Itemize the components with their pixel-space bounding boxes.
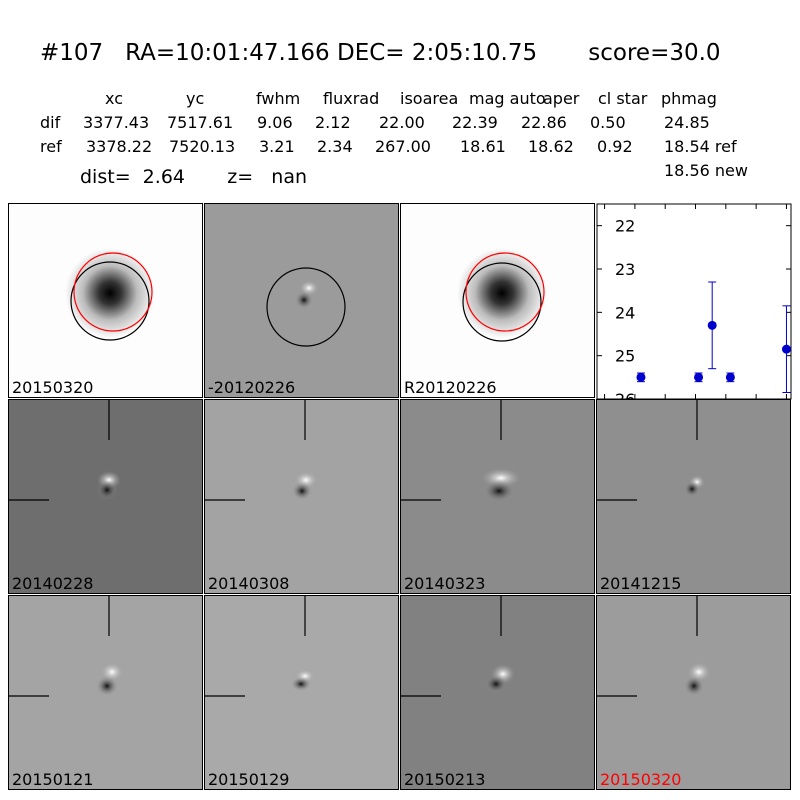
panel-epoch: 20140308 xyxy=(204,399,399,594)
panel-label: 20150320 xyxy=(600,770,682,789)
column-header: fluxrad xyxy=(323,89,380,108)
panel-new-image: 20150320 xyxy=(8,203,203,398)
data-point xyxy=(694,372,704,382)
plot-frame xyxy=(596,203,792,400)
data-point xyxy=(636,372,646,382)
column-header: isoarea xyxy=(400,89,459,108)
table-cell: 3.21 xyxy=(259,137,295,156)
panel-ref-image: R20120226 xyxy=(400,203,595,398)
data-point xyxy=(707,320,717,330)
panel-label: 20141215 xyxy=(600,574,682,593)
panel-label: 20140323 xyxy=(404,574,486,593)
table-cell: 0.50 xyxy=(590,113,626,132)
panel-epoch: 20150213 xyxy=(400,595,595,790)
distance-readout: dist= 2.64 z= nan xyxy=(80,166,308,188)
panel-epoch-current: 20150320 xyxy=(596,595,791,790)
stats-table: xc yc fwhm fluxrad isoarea mag auto aper cl sta… xyxy=(0,0,800,200)
y-tick-label: 25 xyxy=(615,347,635,366)
column-header: mag auto xyxy=(469,89,546,108)
column-header: xc xyxy=(105,89,123,108)
panel-epoch: 20140228 xyxy=(8,399,203,594)
table-cell: 18.54 ref xyxy=(664,137,737,156)
y-tick-label: 24 xyxy=(615,303,635,322)
cutout-stamp xyxy=(9,596,124,697)
table-cell: 3378.22 xyxy=(86,137,153,156)
black-aperture-circle xyxy=(266,267,346,347)
panel-label: 20150320 xyxy=(12,378,94,397)
column-header: phmag xyxy=(661,89,717,108)
data-point xyxy=(781,344,791,354)
cutout-stamp xyxy=(597,400,705,501)
column-header: yc xyxy=(186,89,205,108)
cutout-stamp xyxy=(205,596,315,697)
star-blob xyxy=(65,248,155,338)
cutout-stamp xyxy=(205,400,318,501)
table-cell: 9.06 xyxy=(257,113,293,132)
panel-epoch: 20141215 xyxy=(596,399,791,594)
table-cell: 7517.61 xyxy=(167,113,234,132)
table-cell: 22.86 xyxy=(521,113,567,132)
cutout-stamp xyxy=(9,400,121,501)
new-mag-label: 18.56 new xyxy=(664,161,748,180)
table-cell: 2.12 xyxy=(315,113,351,132)
cutout-stamp xyxy=(401,596,515,697)
table-cell: 2.34 xyxy=(317,137,353,156)
page-title: #107 RA=10:01:47.166 DEC= 2:05:10.75 sco… xyxy=(40,40,721,66)
row-label: ref xyxy=(40,137,62,156)
panel-label: R20120226 xyxy=(404,378,497,397)
cutout-stamp xyxy=(597,596,711,697)
red-aperture-circle xyxy=(465,252,545,332)
panel-label: -20120226 xyxy=(208,378,296,397)
table-cell: 24.85 xyxy=(664,113,710,132)
table-cell: 267.00 xyxy=(375,137,431,156)
data-point xyxy=(725,372,735,382)
table-cell: 18.61 xyxy=(460,137,506,156)
y-tick-label: 23 xyxy=(615,260,635,279)
table-cell: 22.00 xyxy=(379,113,425,132)
new-image-stamp xyxy=(65,248,155,341)
table-cell: 3377.43 xyxy=(83,113,150,132)
panel-label: 20150121 xyxy=(12,770,94,789)
panel-epoch: 20140323 xyxy=(400,399,595,594)
cutout-stamp xyxy=(401,400,521,502)
column-header: cl star xyxy=(598,89,648,108)
panel-label: 20140228 xyxy=(12,574,94,593)
black-aperture-circle xyxy=(70,261,150,341)
column-header: fwhm xyxy=(256,89,301,108)
row-label: dif xyxy=(40,113,61,132)
table-cell: 0.92 xyxy=(597,137,633,156)
panel-epoch: 20150121 xyxy=(8,595,203,790)
panel-label: 20140308 xyxy=(208,574,290,593)
column-header: aper xyxy=(543,89,580,108)
light-curve-plot: 2223242526−120−100−80−60−40−200 xyxy=(583,203,800,423)
panel-label: 20150213 xyxy=(404,770,486,789)
black-aperture-circle xyxy=(462,262,542,342)
y-tick-label: 22 xyxy=(615,217,635,236)
panel-diff-image: -20120226 xyxy=(204,203,399,398)
table-cell: 22.39 xyxy=(452,113,498,132)
panel-label: 20150129 xyxy=(208,770,290,789)
table-cell: 7520.13 xyxy=(169,137,236,156)
table-cell: 18.62 xyxy=(528,137,574,156)
red-aperture-circle xyxy=(73,252,153,332)
light-curve-svg: 2223242526−120−100−80−60−40−200 xyxy=(583,203,792,420)
panel-epoch: 20150129 xyxy=(204,595,399,790)
ref-image-stamp xyxy=(457,248,547,342)
diff-image-stamp xyxy=(266,267,346,347)
